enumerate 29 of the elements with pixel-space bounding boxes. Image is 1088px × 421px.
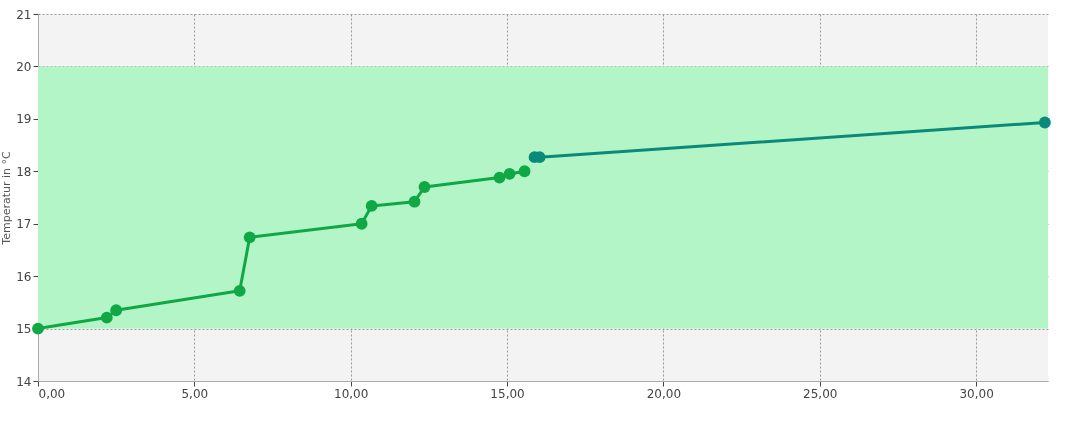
y-tick-label: 16 [16, 269, 32, 284]
point [110, 304, 123, 317]
point [100, 311, 113, 324]
y-tick-label: 18 [16, 164, 32, 179]
point [355, 217, 368, 230]
point [1038, 116, 1051, 129]
x-tick-label: 20,00 [646, 386, 682, 401]
point [503, 168, 516, 180]
point [365, 199, 378, 212]
point [233, 284, 246, 297]
y-tick-label: 14 [16, 374, 32, 389]
x-tick-label: 15,00 [490, 386, 525, 401]
point [243, 231, 256, 244]
x-tick-label: 25,00 [803, 386, 838, 401]
x-tick-label: 10,00 [334, 386, 369, 401]
y-axis-title: Temperatur in °C [0, 151, 14, 246]
x-tick-label: 30,00 [959, 386, 994, 401]
x-tick-label: 0,00 [38, 386, 66, 401]
point [32, 322, 44, 335]
x-tick-label: 5,00 [181, 386, 209, 401]
y-tick-label: 20 [16, 59, 32, 74]
point [418, 181, 431, 193]
point [408, 195, 421, 208]
y-tick-label: 17 [16, 217, 32, 232]
y-tick-label: 21 [16, 7, 32, 22]
y-tick-label: 15 [16, 322, 32, 337]
point [518, 165, 531, 178]
y-tick-label: 19 [16, 112, 32, 127]
point [493, 171, 506, 184]
